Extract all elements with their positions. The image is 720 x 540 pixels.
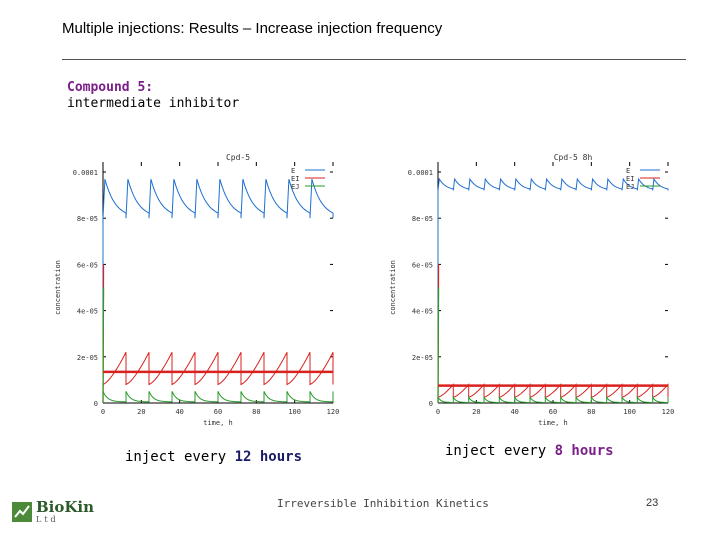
x-tick-label: 40: [510, 408, 518, 416]
logo-sub: Ltd: [36, 515, 59, 524]
y-tick-label: 8e-05: [412, 215, 433, 223]
legend-label-ei: EI: [626, 175, 634, 183]
caption-12-hours: inject every 12 hours: [125, 449, 302, 465]
x-tick-label: 0: [101, 408, 105, 416]
y-tick-label: 0.0001: [408, 169, 433, 177]
logo-mark-icon: [12, 502, 32, 522]
x-tick-label: 120: [327, 408, 340, 416]
caption-left-bold: 12 hours: [234, 449, 303, 465]
y-tick-label: 0.0001: [73, 169, 98, 177]
compound-description: intermediate inhibitor: [67, 96, 240, 111]
series-ei-line: [102, 351, 334, 403]
x-tick-label: 100: [288, 408, 301, 416]
y-tick-label: 4e-05: [77, 308, 98, 316]
x-tick-label: 120: [662, 408, 675, 416]
x-tick-label: 60: [214, 408, 222, 416]
series-ej-line: [102, 391, 334, 403]
x-tick-label: 60: [549, 408, 557, 416]
y-tick-label: 4e-05: [412, 308, 433, 316]
x-tick-label: 80: [252, 408, 260, 416]
slide-title: Multiple injections: Results – Increase …: [62, 20, 443, 37]
chart-title: Cpd-5: [226, 153, 250, 162]
x-tick-label: 0: [436, 408, 440, 416]
page-number: 23: [646, 497, 659, 509]
chart-svg: Cpd-5 0 2e-05 4e-05 6e-05 8e-05 0.0001 0 20 40 60 8…: [54, 153, 340, 427]
series-e-line: [102, 179, 334, 403]
x-tick-label: 20: [472, 408, 480, 416]
y-tick-label: 8e-05: [77, 215, 98, 223]
legend-label-ei: EI: [291, 175, 299, 183]
chart-svg: Cpd-5 8h 0 2e-05 4e-05 6e-05 8e-05 0.0001 0 20 40…: [389, 153, 675, 427]
series-ej-line: [437, 395, 669, 403]
y-tick-label: 6e-05: [77, 261, 98, 269]
biokin-logo: BioKin Ltd: [12, 498, 95, 526]
legend-label-e: E: [291, 167, 295, 175]
series-e-line: [437, 177, 669, 403]
compound-name: Compound 5:: [67, 80, 154, 95]
y-tick-label: 2e-05: [77, 354, 98, 362]
chart-title: Cpd-5 8h: [554, 153, 593, 162]
y-axis-label: concentration: [54, 260, 62, 315]
chart-12h: Cpd-5 0 2e-05 4e-05 6e-05 8e-05 0.0001 0 20 40 60 8…: [48, 150, 348, 439]
caption-8-hours: inject every 8 hours: [445, 443, 614, 459]
x-tick-label: 100: [623, 408, 636, 416]
chart-8h: Cpd-5 8h 0 2e-05 4e-05 6e-05 8e-05 0.0001 0 20 40…: [383, 150, 683, 439]
y-tick-label: 6e-05: [412, 261, 433, 269]
x-axis-label: time, h: [203, 419, 233, 427]
caption-right-bold: 8 hours: [554, 443, 614, 459]
legend-label-ej: EJ: [626, 183, 634, 191]
caption-right-prefix: inject every: [445, 443, 555, 459]
y-tick-label: 0: [429, 400, 433, 408]
caption-left-prefix: inject every: [125, 449, 235, 465]
y-tick-label: 0: [94, 400, 98, 408]
series-ei-line: [437, 383, 669, 403]
legend-label-ej: EJ: [291, 183, 299, 191]
title-divider: [62, 59, 686, 60]
legend-label-e: E: [626, 167, 630, 175]
series-ej-spike: [437, 287, 440, 404]
footer-text: Irreversible Inhibition Kinetics: [277, 497, 489, 510]
x-tick-label: 20: [137, 408, 145, 416]
y-axis-label: concentration: [389, 260, 397, 315]
series-ej-spike: [102, 287, 105, 404]
x-tick-label: 80: [587, 408, 595, 416]
x-tick-label: 40: [175, 408, 183, 416]
y-tick-label: 2e-05: [412, 354, 433, 362]
logo-name: BioKin: [36, 498, 95, 516]
x-axis-label: time, h: [538, 419, 568, 427]
